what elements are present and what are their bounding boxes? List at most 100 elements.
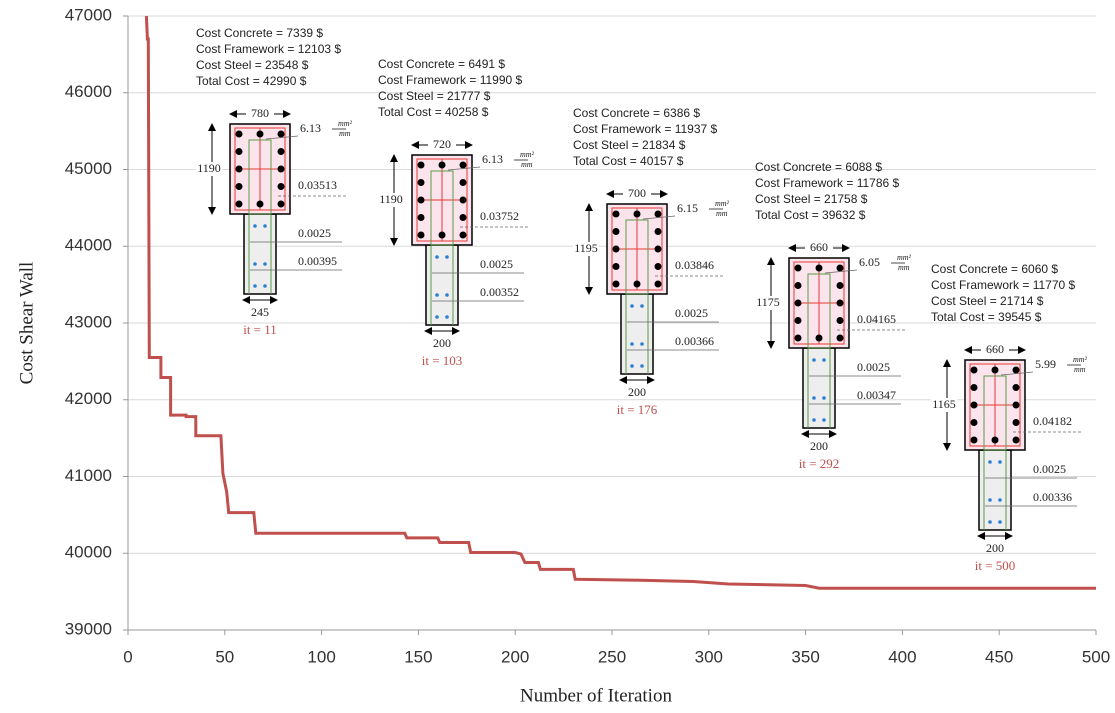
cost-text: Total Cost = 40157 $: [573, 154, 684, 168]
web-bar-dot: [253, 262, 257, 266]
rebar: [970, 384, 978, 391]
height-label: 1190: [197, 161, 221, 175]
rebar: [277, 200, 285, 208]
web-bar-dot: [988, 520, 992, 524]
web-width-label: 200: [433, 336, 451, 350]
height-label: 1175: [756, 295, 780, 309]
web-bar-dot: [640, 304, 644, 308]
ratio-label: 6.13: [482, 152, 503, 166]
cost-text: Cost Framework = 12103 $: [196, 42, 341, 56]
label-bg: [246, 107, 274, 121]
y-tick-label: 42000: [65, 389, 112, 408]
cost-text: Cost Steel = 21758 $: [755, 192, 868, 206]
web-rebar: [625, 219, 649, 295]
label-bg: [805, 241, 833, 255]
y-axis-title: Cost Shear Wall: [16, 262, 37, 385]
rebar: [1012, 366, 1020, 374]
rebar: [1012, 401, 1020, 409]
rebar: [991, 436, 999, 444]
rebar: [1012, 384, 1020, 391]
rebar: [417, 161, 425, 169]
web-rebar: [807, 273, 831, 349]
cost-text: Cost Concrete = 6088 $: [755, 160, 882, 174]
unit-num: mm²: [1073, 355, 1088, 364]
rho-label: 0.03752: [480, 209, 519, 223]
x-axis-title: Number of Iteration: [520, 685, 672, 706]
web-rebar: [248, 139, 272, 215]
web-width-label: 200: [810, 439, 828, 453]
unit-den: mm: [716, 209, 728, 218]
rho-min-label: 0.0025: [298, 226, 331, 240]
rebar: [277, 148, 285, 155]
rebar: [459, 179, 467, 186]
width-label: 720: [433, 137, 451, 151]
x-tick-label: 250: [598, 647, 626, 666]
y-tick-label: 39000: [65, 619, 112, 638]
label-bg: [755, 296, 781, 310]
rho-min-label: 0.0025: [857, 360, 890, 374]
rho-min-label: 0.0025: [675, 306, 708, 320]
y-tick-label: 40000: [65, 543, 112, 562]
web-rebar: [430, 170, 454, 246]
y-tick-label: 44000: [65, 236, 112, 255]
cost-text: Cost Steel = 21834 $: [573, 138, 686, 152]
rebar: [459, 196, 467, 204]
width-label: 780: [251, 106, 269, 120]
rebar: [654, 280, 662, 288]
web-ratio-label: 0.00352: [480, 285, 519, 299]
iteration-label: it = 500: [975, 558, 1016, 573]
web-bar-dot: [822, 418, 826, 422]
web-width-label: 200: [628, 385, 646, 399]
cost-text: Cost Framework = 11786 $: [755, 176, 900, 190]
rebar: [633, 210, 641, 218]
web-bar-dot: [630, 304, 634, 308]
rebar: [654, 210, 662, 218]
x-tick-label: 300: [695, 647, 723, 666]
rebar: [794, 282, 802, 289]
rebar: [815, 334, 823, 342]
x-tick-label: 0: [123, 647, 132, 666]
rebar: [654, 263, 662, 270]
cost-text: Cost Concrete = 6060 $: [931, 262, 1058, 276]
rebar: [836, 264, 844, 272]
web-bar-dot: [445, 255, 449, 259]
y-tick-label: 45000: [65, 159, 112, 178]
ratio-label: 6.13: [300, 121, 321, 135]
web-bar-dot: [812, 358, 816, 362]
label-bg: [378, 193, 404, 207]
rebar: [235, 200, 243, 208]
rebar: [459, 214, 467, 221]
width-label: 660: [986, 342, 1004, 356]
leader: [265, 135, 299, 140]
x-tick-label: 450: [985, 647, 1013, 666]
web-bar-dot: [435, 293, 439, 297]
web-ratio-label: 0.00395: [298, 254, 337, 268]
web-bar-dot: [435, 255, 439, 259]
web-bar-dot: [998, 460, 1002, 464]
label-bg: [931, 398, 957, 412]
section-annotation: Cost Concrete = 7339 $ Cost Framework = 1…: [196, 26, 353, 337]
rebar: [794, 334, 802, 342]
web-bar-dot: [640, 364, 644, 368]
x-tick-label: 200: [501, 647, 529, 666]
leader: [447, 166, 481, 171]
iteration-label: it = 292: [799, 456, 840, 471]
rebar: [970, 401, 978, 409]
unit-num: mm²: [338, 119, 353, 128]
rebar: [1012, 436, 1020, 444]
rebar: [815, 264, 823, 272]
label-bg: [428, 138, 456, 152]
web-width-label: 245: [251, 305, 269, 319]
rebar: [836, 317, 844, 324]
rebar: [836, 334, 844, 342]
web-ratio-label: 0.00336: [1033, 490, 1072, 504]
unit-num: mm²: [715, 199, 730, 208]
web-ratio-label: 0.00347: [857, 388, 896, 402]
cost-text: Cost Steel = 21777 $: [378, 89, 491, 103]
web-bar-dot: [812, 396, 816, 400]
web-bar-dot: [630, 342, 634, 346]
web-bar-dot: [445, 315, 449, 319]
cost-text: Cost Concrete = 6491 $: [378, 57, 505, 71]
rho-label: 0.04182: [1033, 414, 1072, 428]
web-ratio-label: 0.00366: [675, 334, 714, 348]
